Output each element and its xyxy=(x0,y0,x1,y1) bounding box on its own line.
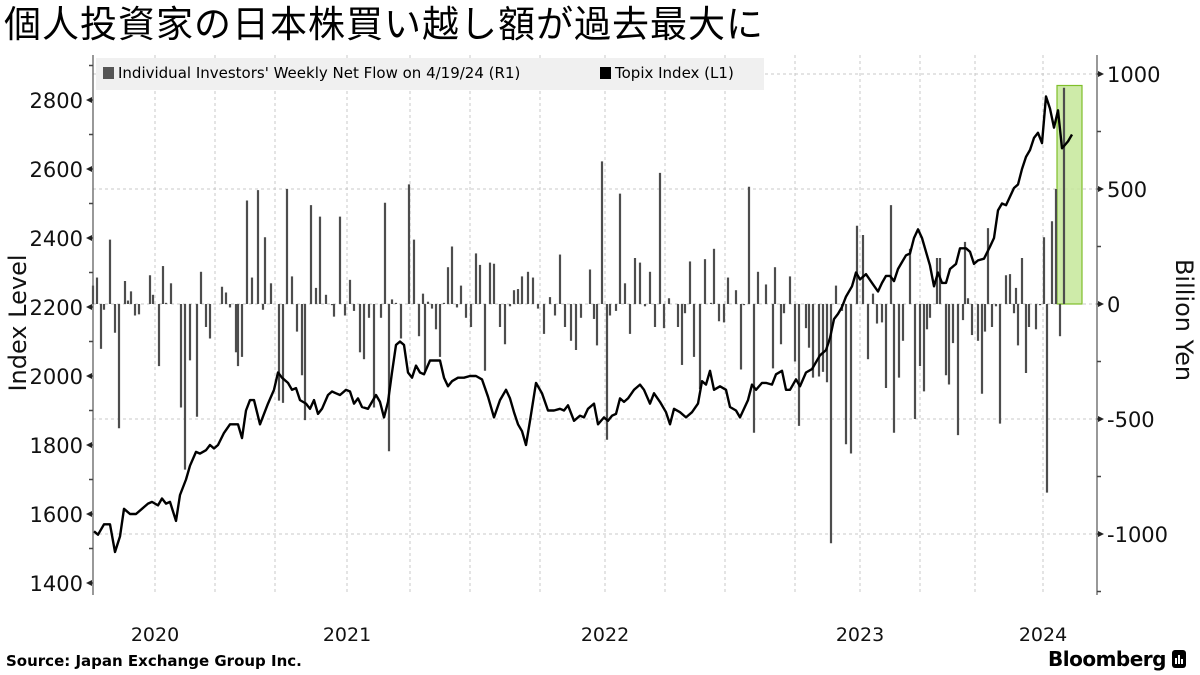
left-axis-label: 2800 xyxy=(30,89,83,113)
chart-title: 個人投資家の日本株買い越し額が過去最大に xyxy=(4,3,764,46)
right-tick-marker xyxy=(1098,186,1104,192)
left-tick-marker xyxy=(86,97,92,103)
left-tick-marker xyxy=(86,580,92,586)
legend-label: Individual Investors' Weekly Net Flow on… xyxy=(118,64,520,82)
left-axis-label: 2600 xyxy=(30,158,83,182)
legend-swatch xyxy=(600,67,611,79)
left-axis-label: 2400 xyxy=(30,227,83,251)
right-tick-marker xyxy=(1098,301,1104,307)
left-tick-marker xyxy=(86,304,92,310)
left-axis-label: 1600 xyxy=(30,503,83,527)
legend-swatch xyxy=(103,67,114,79)
left-tick-marker xyxy=(86,166,92,172)
right-axis-label: 500 xyxy=(1107,178,1147,202)
right-axis-label: -1000 xyxy=(1107,523,1168,547)
left-tick-marker xyxy=(86,442,92,448)
right-axis-title: Billion Yen xyxy=(1170,259,1198,381)
right-axis-label: 0 xyxy=(1107,293,1120,317)
bloomberg-chart-icon xyxy=(1171,650,1186,668)
right-tick-marker xyxy=(1098,71,1104,77)
left-tick-marker xyxy=(86,373,92,379)
left-axis-label: 1800 xyxy=(30,434,83,458)
legend-label: Topix Index (L1) xyxy=(614,64,734,82)
left-tick-marker xyxy=(86,511,92,517)
brand-text: Bloomberg xyxy=(1048,647,1166,671)
topix-line xyxy=(93,95,1074,554)
x-axis-label: 2021 xyxy=(323,624,371,646)
right-axis-label: -500 xyxy=(1107,408,1155,432)
right-tick-marker xyxy=(1098,416,1104,422)
left-axis-label: 2000 xyxy=(30,365,83,389)
highlight-box xyxy=(1056,84,1083,305)
x-axis-label: 2020 xyxy=(131,624,179,646)
bloomberg-logo: Bloomberg xyxy=(1048,647,1186,671)
source-note: Source: Japan Exchange Group Inc. xyxy=(6,652,302,670)
left-axis-title: Index Level xyxy=(4,254,32,391)
left-axis-label: 2200 xyxy=(30,296,83,320)
left-tick-marker xyxy=(86,235,92,241)
x-axis-label: 2023 xyxy=(836,624,884,646)
x-axis-label: 2024 xyxy=(1019,624,1067,646)
right-tick-marker xyxy=(1098,531,1104,537)
left-axis-label: 1400 xyxy=(30,572,83,596)
legend-box xyxy=(96,58,764,90)
right-axis-label: 1000 xyxy=(1107,63,1160,87)
x-axis-label: 2022 xyxy=(581,624,629,646)
